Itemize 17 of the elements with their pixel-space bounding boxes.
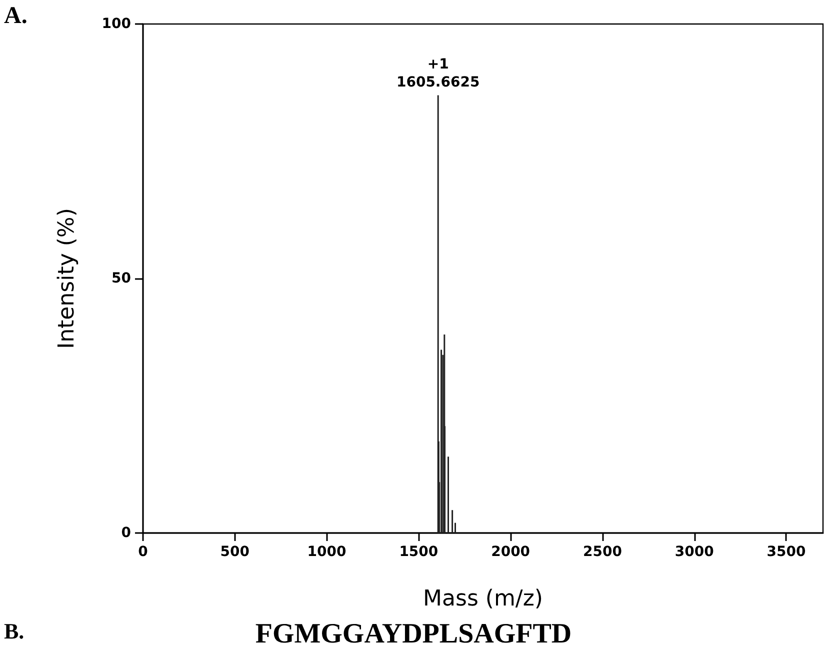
text: A. [4, 3, 28, 29]
y-tick-label: 0 [121, 525, 132, 541]
x-tick-label: 1500 [399, 544, 438, 560]
text: B. [4, 618, 24, 644]
text: FGMGGAYDPLSAGFTD [255, 618, 572, 650]
x-tick-label: 500 [220, 544, 250, 560]
x-tick-label: 0 [138, 544, 148, 560]
x-tick-label: 2000 [491, 544, 530, 560]
x-axis-title: Mass (m/z) [423, 586, 543, 612]
annotation: +1 1605.6625 [396, 56, 480, 90]
x-tick-label: 1000 [307, 544, 347, 560]
x-tick-label: 2500 [582, 544, 622, 560]
y-tick-label: 100 [102, 16, 132, 32]
x-tick-label: 3500 [766, 544, 806, 560]
x-tick-label: 3000 [674, 544, 714, 560]
y-tick-label: 50 [112, 270, 132, 286]
y-axis-title: Intensity (%) [54, 208, 80, 349]
